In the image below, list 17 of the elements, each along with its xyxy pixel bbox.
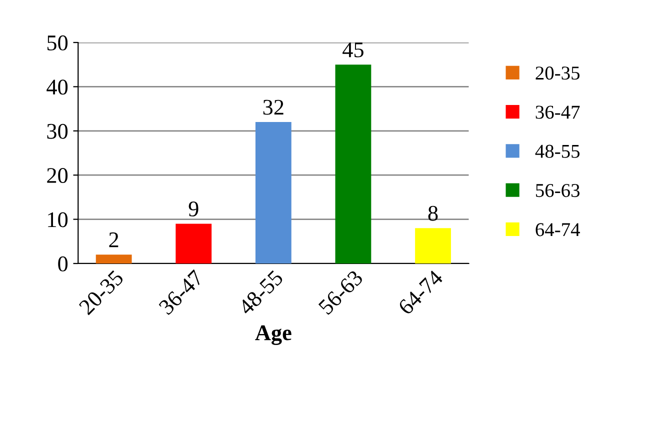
legend-label: 64-74: [536, 223, 580, 236]
legend-label: 36-47: [536, 106, 580, 119]
data-label: 45: [342, 42, 364, 58]
y-tick-label: 40: [46, 80, 68, 95]
data-label: 8: [428, 206, 438, 221]
y-tick-label: 50: [47, 35, 68, 50]
y-tick-label: 20: [47, 168, 68, 184]
x-axis-title: Age: [255, 325, 292, 345]
y-tick-label: 30: [47, 124, 68, 139]
data-label: 2: [109, 232, 118, 248]
y-tick-label: 0: [58, 256, 68, 272]
data-label: 32: [263, 100, 284, 115]
legend-label: 20-35: [536, 66, 580, 80]
data-label: 9: [188, 201, 198, 216]
legend-label: 48-55: [535, 144, 580, 158]
y-tick-label: 10: [48, 212, 68, 228]
legend-label: 56-63: [536, 184, 580, 198]
